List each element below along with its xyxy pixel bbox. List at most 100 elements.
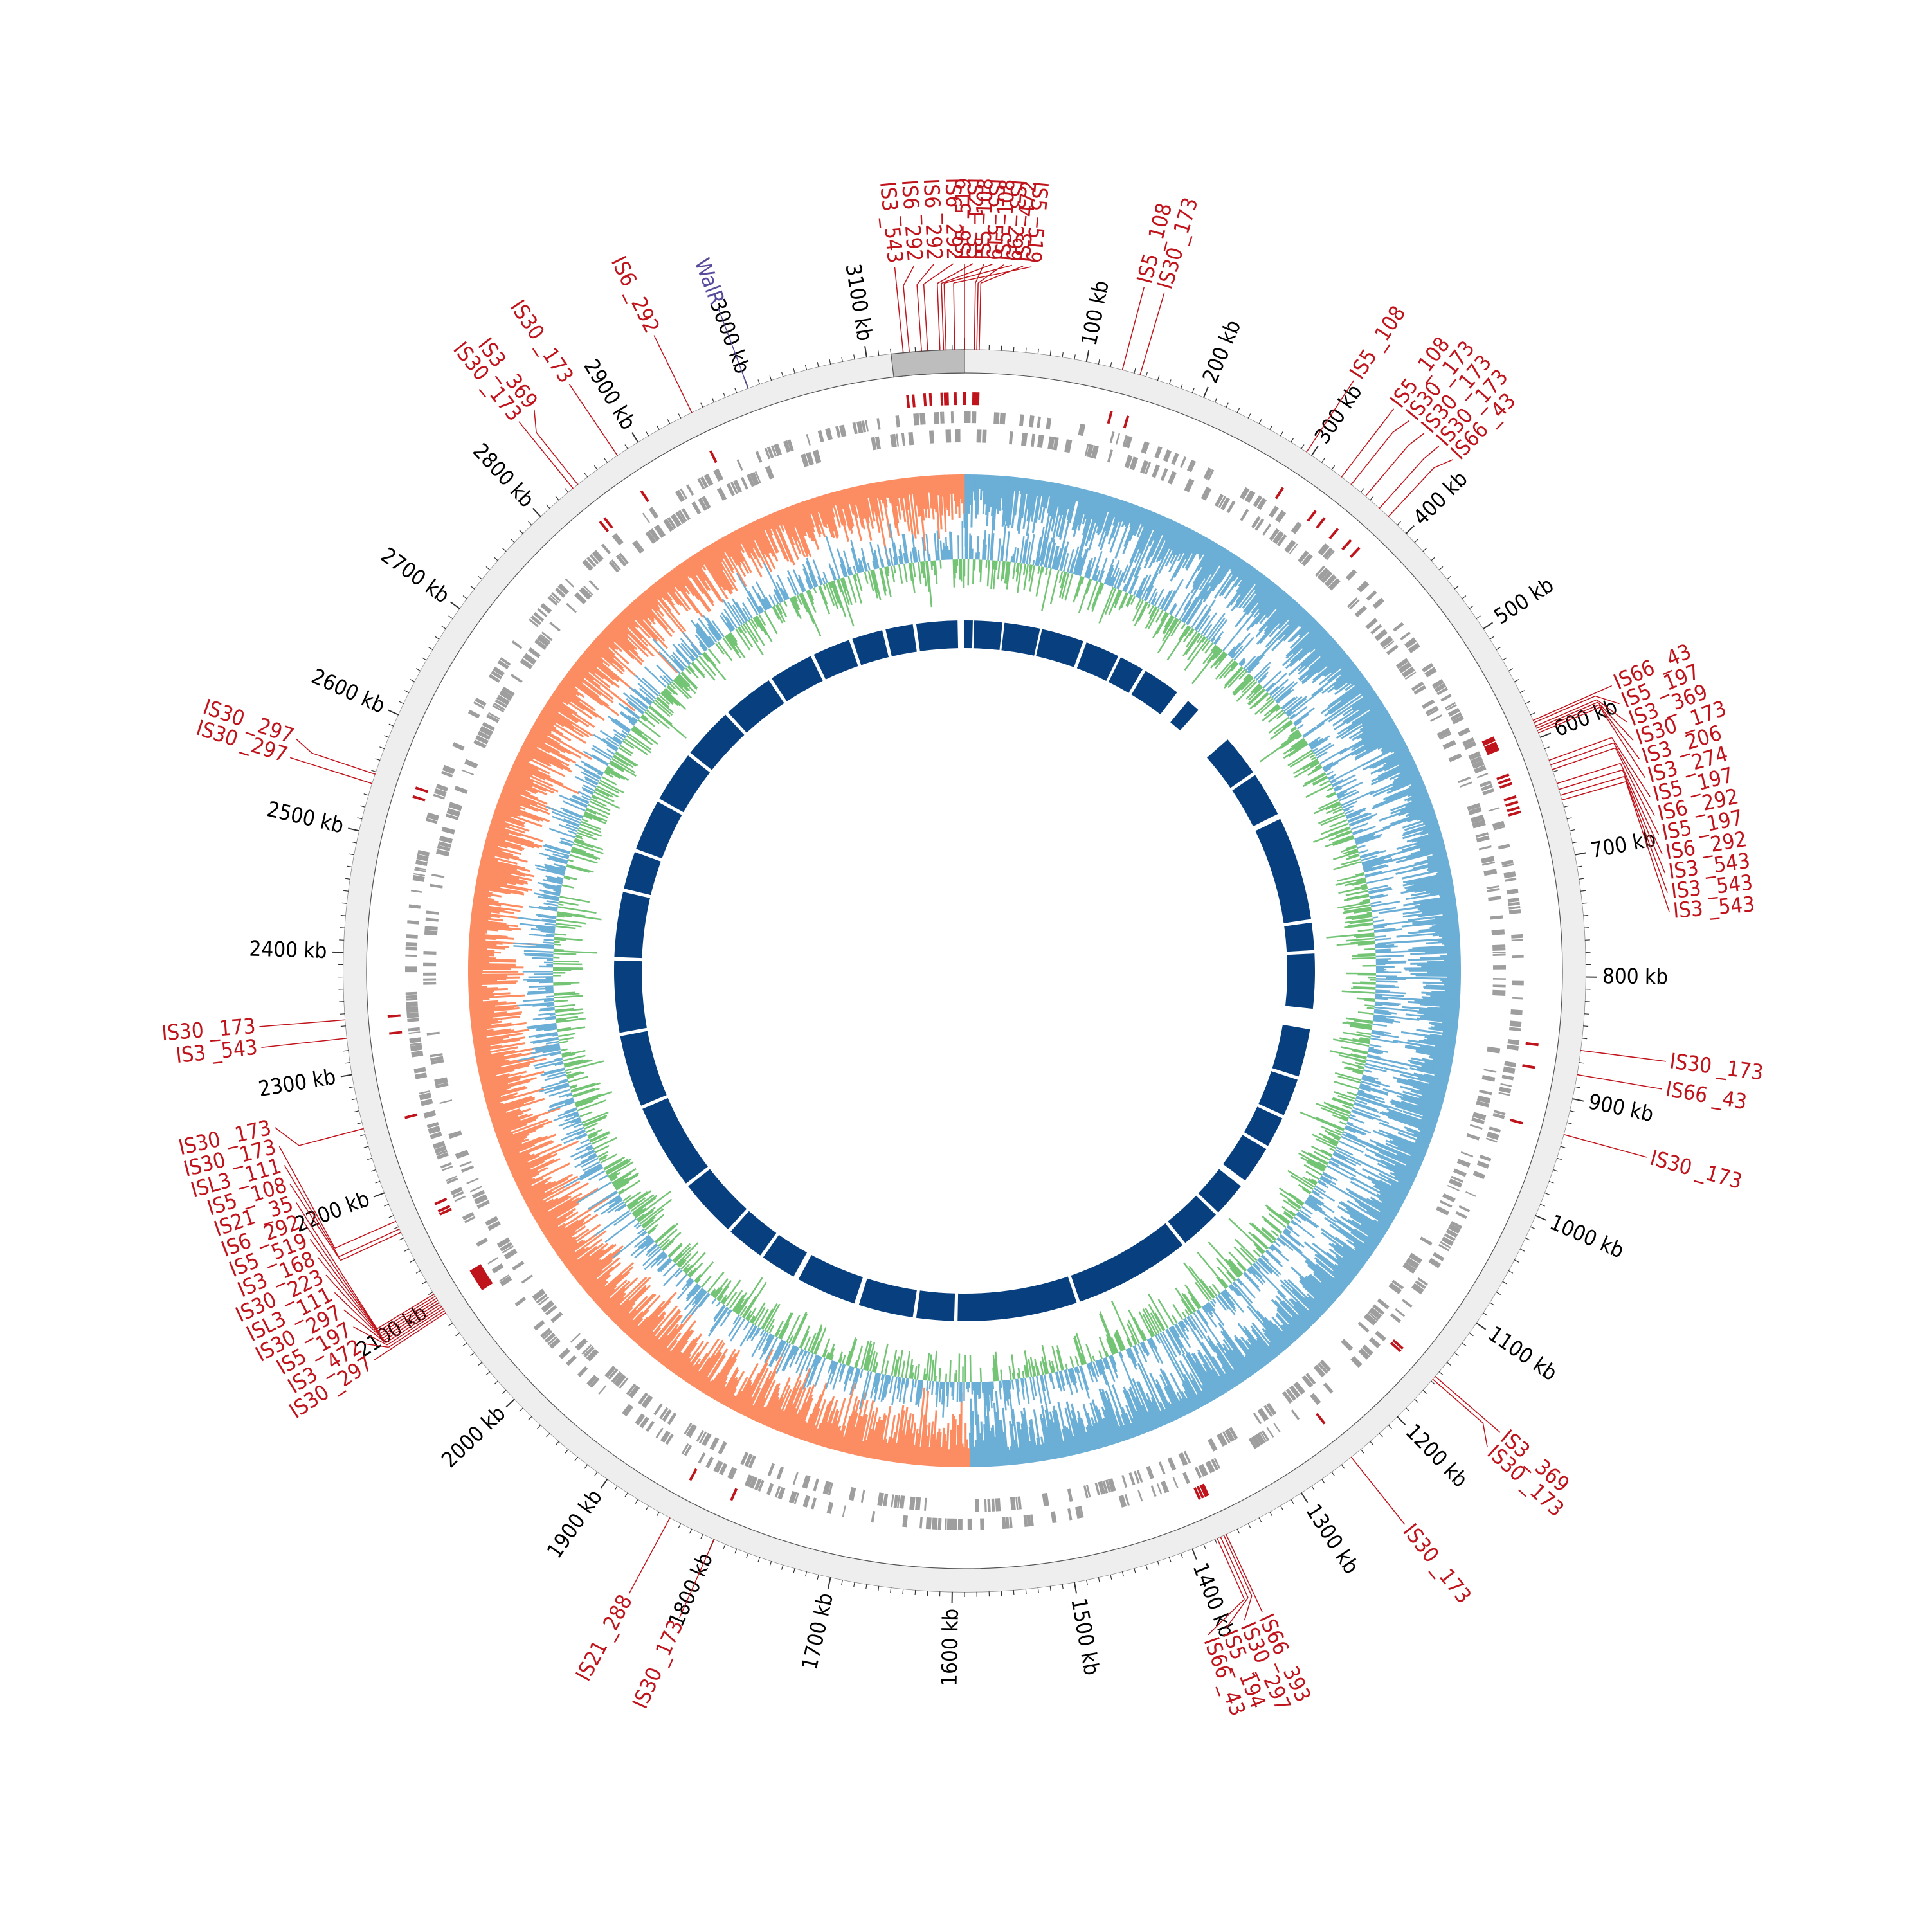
gc-content-bar — [595, 1211, 630, 1236]
highlight-region — [891, 350, 964, 377]
is-element-mark — [1317, 1414, 1325, 1424]
gc-content-bar — [1303, 727, 1316, 736]
gene-block — [1168, 1458, 1177, 1471]
gc-skew-bar — [1410, 963, 1461, 964]
minor-tick — [556, 496, 559, 500]
gc-skew-bar — [468, 958, 496, 959]
gene-block — [717, 487, 727, 501]
gene-block — [1152, 465, 1160, 478]
gc-content-bar — [1364, 1000, 1375, 1001]
is-element-mark — [711, 451, 716, 462]
gc-skew-bar — [957, 474, 958, 507]
minor-tick — [1544, 747, 1549, 749]
minor-tick — [735, 388, 737, 393]
minor-tick — [463, 596, 467, 599]
gene-block — [1021, 433, 1028, 446]
gc-content-bar — [1375, 1005, 1382, 1006]
gc-content-bar — [1092, 583, 1102, 612]
gc-content-bar — [988, 534, 989, 560]
gene-block — [710, 1437, 720, 1450]
gc-content-bar — [784, 601, 787, 607]
minor-tick — [379, 747, 384, 749]
gc-content-bar — [527, 980, 553, 981]
gc-content-bar — [1376, 955, 1404, 957]
minor-tick — [1146, 372, 1147, 377]
gc-content-bar — [1357, 845, 1366, 848]
gc-skew-bar — [977, 474, 979, 514]
gc-content-bar — [602, 777, 617, 784]
gene-block — [1373, 598, 1384, 609]
gene-block — [1509, 1027, 1521, 1031]
gene-block — [1500, 1083, 1512, 1087]
minor-tick — [364, 1146, 369, 1148]
gene-block — [842, 1505, 846, 1517]
gc-content-bar — [1327, 772, 1334, 775]
major-tick — [1483, 622, 1492, 629]
gc-content-bar — [1213, 1299, 1216, 1304]
gc-content-bar — [885, 1361, 888, 1375]
minor-tick — [604, 458, 608, 463]
gene-block — [466, 1178, 478, 1184]
gc-content-bar — [1375, 996, 1382, 997]
gc-content-bar — [1374, 927, 1385, 928]
gc-content-bar — [568, 860, 574, 861]
minor-tick — [1134, 1568, 1136, 1573]
minor-tick — [866, 1584, 867, 1589]
minor-tick — [817, 362, 819, 367]
gene-block — [691, 501, 701, 514]
minor-tick — [1013, 1590, 1014, 1595]
gene-block — [718, 1441, 727, 1454]
gene-block — [411, 1051, 423, 1058]
gc-content-bar — [1330, 1148, 1335, 1151]
gc-content-bar — [925, 1374, 926, 1380]
minor-tick — [1157, 1561, 1159, 1566]
minor-tick — [842, 357, 843, 362]
gene-block — [431, 874, 444, 878]
gc-content-bar — [1074, 576, 1082, 602]
is-element-mark — [1330, 528, 1338, 538]
gene-block — [656, 1427, 664, 1438]
minor-tick — [584, 473, 588, 477]
gene-block — [1510, 1009, 1523, 1015]
minor-tick — [1248, 413, 1251, 418]
minor-tick — [1013, 347, 1014, 352]
gene-block — [827, 1502, 834, 1514]
minor-tick — [575, 1457, 578, 1461]
gc-content-bar — [1182, 624, 1186, 629]
gene-block — [1492, 948, 1505, 951]
gc-content-bar — [1375, 951, 1391, 952]
gene-block — [932, 1518, 937, 1530]
gene-block — [407, 1018, 419, 1022]
gc-skew-bar — [956, 1445, 957, 1467]
gc-content-bar — [980, 1382, 981, 1399]
gc-content-bar — [765, 611, 777, 634]
scale-label: 2300 kb — [257, 1064, 338, 1102]
gene-block — [1504, 1061, 1516, 1067]
gene-block — [1487, 1047, 1500, 1054]
minor-tick — [770, 1561, 771, 1566]
scale-label: 2000 kb — [437, 1400, 511, 1472]
gc-content-bar — [1150, 1338, 1163, 1363]
minor-tick — [1291, 1499, 1294, 1504]
gc-content-bar — [1006, 531, 1010, 561]
gene-block — [1457, 1159, 1471, 1168]
gc-content-bar — [1333, 1098, 1354, 1105]
gc-content-bar — [1354, 1104, 1379, 1112]
gene-block — [1442, 1193, 1456, 1202]
gene-block — [900, 1495, 905, 1509]
scale-label: 900 kb — [1586, 1088, 1656, 1126]
gene-block — [1357, 581, 1370, 593]
minor-tick — [1062, 1584, 1063, 1589]
minor-tick — [1525, 1238, 1530, 1240]
minor-tick — [352, 1099, 357, 1100]
minor-tick — [1087, 1580, 1088, 1585]
is-element-mark — [1507, 808, 1519, 811]
gene-block — [1492, 944, 1505, 948]
gene-block — [1078, 424, 1085, 436]
gene-block — [512, 640, 523, 649]
gc-content-bar — [1352, 983, 1375, 984]
major-tick — [1192, 1549, 1197, 1560]
minor-tick — [376, 759, 381, 761]
minor-tick — [829, 359, 831, 365]
